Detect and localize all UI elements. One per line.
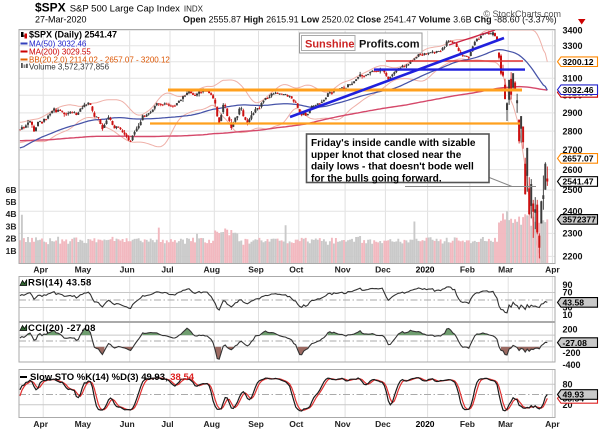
svg-text:Slow STO %K(14) %D(3) 49.93, 3: Slow STO %K(14) %D(3) 49.93, 38.54: [30, 372, 195, 383]
svg-text:1B: 1B: [6, 246, 17, 256]
svg-text:May: May: [75, 264, 92, 274]
svg-text:Apr: Apr: [33, 264, 48, 274]
svg-text:43.58: 43.58: [563, 298, 585, 308]
svg-text:Feb: Feb: [460, 419, 475, 429]
svg-text:-200: -200: [563, 348, 581, 358]
svg-text:3100: 3100: [563, 74, 583, 84]
svg-text:© StockCharts.com: © StockCharts.com: [483, 9, 561, 19]
svg-text:Aug: Aug: [204, 264, 221, 274]
svg-text:Jun: Jun: [120, 264, 135, 274]
svg-text:Jul: Jul: [161, 264, 173, 274]
svg-text:2900: 2900: [563, 108, 583, 118]
svg-text:Sep: Sep: [248, 419, 264, 429]
svg-text:Apr: Apr: [545, 264, 560, 274]
svg-text:5B: 5B: [6, 197, 17, 207]
svg-text:2300: 2300: [563, 229, 583, 239]
svg-text:BB(20,2.0) 2114.02 - 2657.07 -: BB(20,2.0) 2114.02 - 2657.07 - 3200.12: [29, 56, 170, 65]
svg-text:3200.12: 3200.12: [563, 57, 594, 67]
svg-text:3032.46: 3032.46: [563, 85, 594, 95]
svg-text:daily lows - that doesn't bode: daily lows - that doesn't bode well: [311, 162, 474, 173]
svg-text:Dec: Dec: [375, 264, 391, 274]
svg-text:Open 2555.87 High 2615.91 Low: Open 2555.87 High 2615.91 Low 2520.02 Cl…: [183, 15, 557, 25]
svg-text:2200: 2200: [563, 252, 583, 262]
svg-text:Jun: Jun: [120, 419, 135, 429]
svg-text:2600: 2600: [563, 165, 583, 175]
svg-text:MA(50) 3032.46: MA(50) 3032.46: [29, 40, 87, 49]
svg-text:Oct: Oct: [289, 264, 303, 274]
svg-text:Profits.com: Profits.com: [359, 39, 420, 51]
svg-text:RSI(14) 43.58: RSI(14) 43.58: [28, 278, 92, 289]
svg-text:Sunshine: Sunshine: [305, 39, 355, 51]
svg-text:3B: 3B: [6, 221, 17, 231]
svg-text:49.93: 49.93: [563, 390, 585, 400]
svg-text:Volume 3,572,377,856: Volume 3,572,377,856: [29, 63, 110, 72]
svg-text:10: 10: [563, 310, 573, 320]
svg-text:Apr: Apr: [545, 419, 560, 429]
svg-text:20: 20: [563, 400, 573, 410]
svg-text:Aug: Aug: [204, 419, 221, 429]
svg-text:2700: 2700: [563, 145, 583, 155]
svg-text:Sep: Sep: [248, 264, 264, 274]
svg-text:90: 90: [563, 280, 573, 290]
svg-text:MA(200) 3029.55: MA(200) 3029.55: [29, 48, 91, 57]
svg-text:2020: 2020: [416, 264, 435, 274]
svg-text:Friday's inside candle with si: Friday's inside candle with sizable: [311, 138, 476, 149]
svg-text:3400: 3400: [563, 26, 583, 36]
svg-text:6B: 6B: [6, 185, 17, 195]
svg-text:70: 70: [563, 288, 573, 298]
svg-text:3300: 3300: [563, 41, 583, 51]
svg-text:80: 80: [563, 380, 573, 390]
svg-text:Dec: Dec: [375, 419, 391, 429]
svg-text:Feb: Feb: [460, 264, 475, 274]
svg-text:Jul: Jul: [161, 419, 173, 429]
svg-text:-27.08: -27.08: [563, 338, 588, 348]
svg-text:for the bulls going forward.: for the bulls going forward.: [311, 173, 442, 184]
svg-text:$SPX (Daily) 2541.47: $SPX (Daily) 2541.47: [29, 30, 117, 40]
svg-text:2400: 2400: [563, 206, 583, 216]
svg-text:2500: 2500: [563, 185, 583, 195]
svg-text:3572377: 3572377: [563, 215, 597, 225]
svg-text:2800: 2800: [563, 126, 583, 136]
svg-text:2020: 2020: [416, 419, 435, 429]
svg-text:2541.47: 2541.47: [563, 177, 594, 187]
svg-text:May: May: [75, 419, 92, 429]
svg-text:Oct: Oct: [289, 419, 303, 429]
svg-text:4B: 4B: [6, 209, 17, 219]
svg-text:Nov: Nov: [335, 419, 351, 429]
svg-text:Nov: Nov: [335, 264, 351, 274]
svg-text:2657.07: 2657.07: [563, 154, 594, 164]
svg-text:upper knot that closed near th: upper knot that closed near the: [311, 150, 462, 161]
svg-text:27-Mar-2020: 27-Mar-2020: [35, 15, 87, 25]
svg-text:2B: 2B: [6, 234, 17, 244]
svg-text:200: 200: [563, 324, 578, 334]
svg-text:CCI(20) -27.08: CCI(20) -27.08: [28, 323, 96, 334]
svg-text:Mar: Mar: [498, 264, 514, 274]
svg-text:-400: -400: [563, 360, 581, 370]
svg-text:Mar: Mar: [498, 419, 514, 429]
svg-text:Apr: Apr: [33, 419, 48, 429]
